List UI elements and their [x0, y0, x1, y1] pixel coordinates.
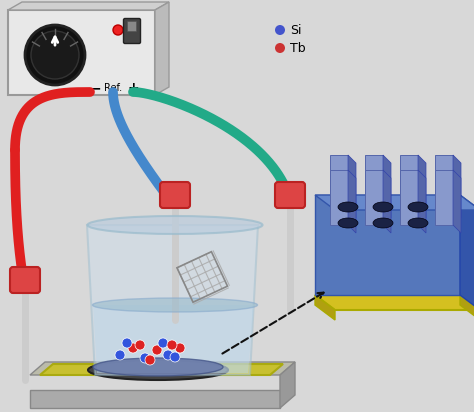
- FancyBboxPatch shape: [10, 267, 40, 293]
- Circle shape: [135, 340, 145, 350]
- Circle shape: [140, 353, 150, 363]
- FancyBboxPatch shape: [128, 21, 137, 31]
- Polygon shape: [348, 170, 356, 233]
- Polygon shape: [453, 155, 461, 218]
- Circle shape: [275, 25, 285, 35]
- Polygon shape: [280, 362, 295, 408]
- Polygon shape: [315, 195, 460, 295]
- Circle shape: [158, 338, 168, 348]
- Polygon shape: [30, 390, 280, 408]
- Polygon shape: [315, 295, 335, 320]
- Polygon shape: [330, 155, 348, 210]
- Polygon shape: [383, 170, 391, 233]
- Circle shape: [122, 338, 132, 348]
- FancyBboxPatch shape: [160, 182, 190, 208]
- Circle shape: [25, 25, 85, 85]
- Ellipse shape: [88, 216, 263, 234]
- Polygon shape: [435, 155, 453, 210]
- Text: −: −: [89, 81, 101, 95]
- Circle shape: [113, 25, 123, 35]
- Circle shape: [167, 340, 177, 350]
- Ellipse shape: [338, 218, 358, 228]
- Polygon shape: [435, 170, 453, 225]
- Polygon shape: [348, 155, 356, 218]
- Polygon shape: [8, 10, 155, 95]
- Polygon shape: [93, 305, 254, 373]
- Ellipse shape: [93, 358, 223, 376]
- Ellipse shape: [373, 202, 393, 212]
- Polygon shape: [453, 170, 461, 233]
- Ellipse shape: [373, 218, 393, 228]
- Ellipse shape: [408, 218, 428, 228]
- Polygon shape: [30, 362, 295, 375]
- Text: +: +: [127, 81, 139, 95]
- Polygon shape: [40, 364, 283, 375]
- Circle shape: [275, 43, 285, 53]
- Ellipse shape: [338, 202, 358, 212]
- Polygon shape: [315, 295, 474, 310]
- Circle shape: [128, 343, 138, 353]
- Polygon shape: [460, 195, 474, 310]
- Circle shape: [115, 350, 125, 360]
- Polygon shape: [400, 170, 418, 225]
- Polygon shape: [155, 2, 169, 95]
- FancyBboxPatch shape: [275, 182, 305, 208]
- Text: Ref.: Ref.: [104, 83, 122, 93]
- Circle shape: [145, 355, 155, 365]
- Ellipse shape: [92, 298, 257, 312]
- Text: Tb: Tb: [290, 42, 306, 54]
- Circle shape: [170, 352, 180, 362]
- Polygon shape: [418, 170, 426, 233]
- Circle shape: [31, 31, 79, 79]
- Circle shape: [163, 350, 173, 360]
- Polygon shape: [87, 225, 258, 375]
- Polygon shape: [330, 170, 348, 225]
- Polygon shape: [418, 155, 426, 218]
- Polygon shape: [315, 195, 474, 210]
- Polygon shape: [400, 155, 418, 210]
- Polygon shape: [8, 2, 169, 10]
- Circle shape: [152, 345, 162, 355]
- Ellipse shape: [408, 202, 428, 212]
- Polygon shape: [365, 155, 383, 210]
- Polygon shape: [460, 295, 474, 320]
- Polygon shape: [383, 155, 391, 218]
- Polygon shape: [365, 170, 383, 225]
- Circle shape: [175, 343, 185, 353]
- Ellipse shape: [88, 360, 228, 380]
- Text: Si: Si: [290, 23, 301, 37]
- FancyBboxPatch shape: [124, 19, 140, 44]
